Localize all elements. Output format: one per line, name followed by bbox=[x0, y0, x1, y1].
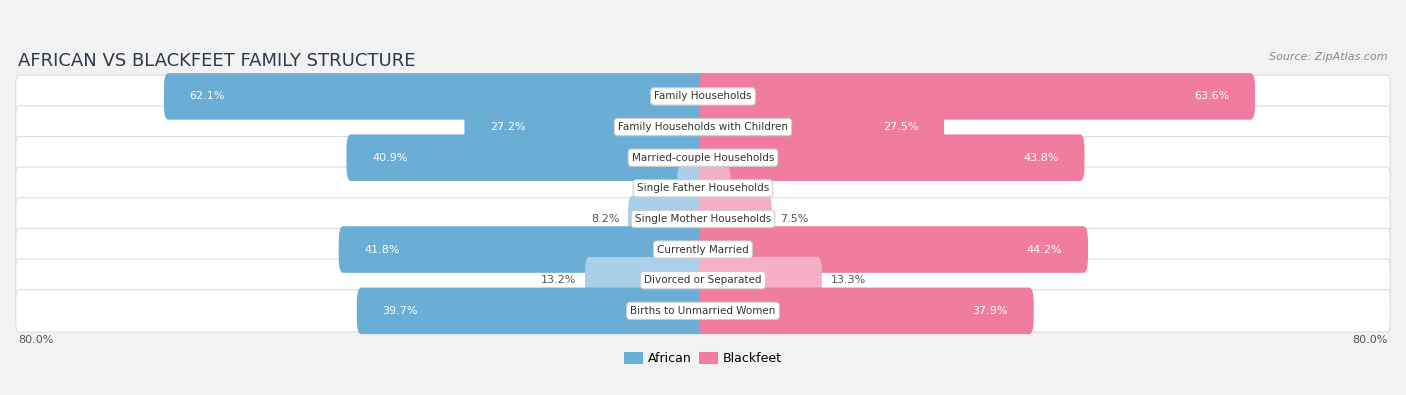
FancyBboxPatch shape bbox=[15, 228, 1391, 271]
Text: 8.2%: 8.2% bbox=[591, 214, 620, 224]
Text: 80.0%: 80.0% bbox=[18, 335, 53, 345]
Text: 80.0%: 80.0% bbox=[1353, 335, 1388, 345]
Text: Currently Married: Currently Married bbox=[657, 245, 749, 254]
FancyBboxPatch shape bbox=[165, 73, 707, 120]
Text: 40.9%: 40.9% bbox=[373, 153, 408, 163]
FancyBboxPatch shape bbox=[699, 288, 1033, 334]
FancyBboxPatch shape bbox=[339, 226, 707, 273]
Text: Single Father Households: Single Father Households bbox=[637, 183, 769, 193]
FancyBboxPatch shape bbox=[15, 75, 1391, 118]
Text: Divorced or Separated: Divorced or Separated bbox=[644, 275, 762, 285]
FancyBboxPatch shape bbox=[699, 196, 772, 242]
Text: Married-couple Households: Married-couple Households bbox=[631, 153, 775, 163]
Text: 39.7%: 39.7% bbox=[382, 306, 418, 316]
FancyBboxPatch shape bbox=[464, 104, 707, 150]
FancyBboxPatch shape bbox=[15, 106, 1391, 148]
Text: 63.6%: 63.6% bbox=[1194, 91, 1229, 102]
Text: 27.2%: 27.2% bbox=[491, 122, 526, 132]
FancyBboxPatch shape bbox=[699, 73, 1256, 120]
Text: Single Mother Households: Single Mother Households bbox=[636, 214, 770, 224]
Text: 13.3%: 13.3% bbox=[831, 275, 866, 285]
Text: 7.5%: 7.5% bbox=[780, 214, 808, 224]
FancyBboxPatch shape bbox=[357, 288, 707, 334]
Text: Source: ZipAtlas.com: Source: ZipAtlas.com bbox=[1270, 52, 1388, 62]
Text: Family Households with Children: Family Households with Children bbox=[619, 122, 787, 132]
Text: 2.5%: 2.5% bbox=[640, 183, 669, 193]
FancyBboxPatch shape bbox=[699, 134, 1084, 181]
Text: 37.9%: 37.9% bbox=[973, 306, 1008, 316]
FancyBboxPatch shape bbox=[15, 290, 1391, 332]
FancyBboxPatch shape bbox=[15, 259, 1391, 301]
Text: 13.2%: 13.2% bbox=[541, 275, 576, 285]
FancyBboxPatch shape bbox=[699, 226, 1088, 273]
FancyBboxPatch shape bbox=[699, 165, 731, 212]
FancyBboxPatch shape bbox=[15, 137, 1391, 179]
Text: 27.5%: 27.5% bbox=[883, 122, 918, 132]
Text: Family Households: Family Households bbox=[654, 91, 752, 102]
Legend: African, Blackfeet: African, Blackfeet bbox=[624, 352, 782, 365]
Text: Births to Unmarried Women: Births to Unmarried Women bbox=[630, 306, 776, 316]
Text: 41.8%: 41.8% bbox=[364, 245, 401, 254]
FancyBboxPatch shape bbox=[15, 167, 1391, 209]
Text: AFRICAN VS BLACKFEET FAMILY STRUCTURE: AFRICAN VS BLACKFEET FAMILY STRUCTURE bbox=[18, 52, 416, 70]
Text: 44.2%: 44.2% bbox=[1026, 245, 1062, 254]
Text: 43.8%: 43.8% bbox=[1024, 153, 1059, 163]
Text: 62.1%: 62.1% bbox=[190, 91, 225, 102]
FancyBboxPatch shape bbox=[15, 198, 1391, 240]
FancyBboxPatch shape bbox=[628, 196, 707, 242]
FancyBboxPatch shape bbox=[699, 257, 823, 303]
FancyBboxPatch shape bbox=[346, 134, 707, 181]
FancyBboxPatch shape bbox=[585, 257, 707, 303]
FancyBboxPatch shape bbox=[678, 165, 707, 212]
FancyBboxPatch shape bbox=[699, 104, 945, 150]
Text: 2.7%: 2.7% bbox=[740, 183, 768, 193]
